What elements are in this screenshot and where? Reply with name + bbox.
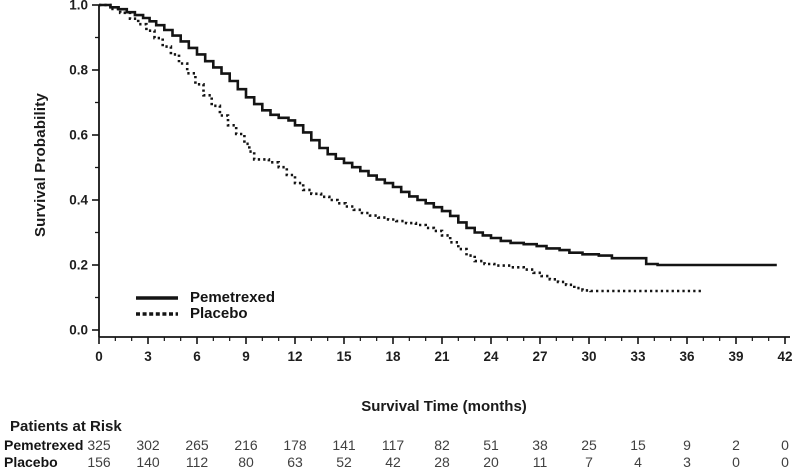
risk-value-pemetrexed-15: 141 [332,437,356,453]
solid-line-icon [136,296,178,300]
risk-value-pemetrexed-3: 302 [136,437,160,453]
risk-value-placebo-12: 63 [287,454,303,470]
x-tick-label: 12 [287,349,302,364]
risk-value-placebo-33: 4 [634,454,642,470]
risk-value-pemetrexed-42: 0 [781,437,789,453]
x-tick-label: 15 [336,349,352,364]
y-tick-label: 0.2 [69,258,88,273]
risk-value-placebo-3: 140 [136,454,160,470]
risk-value-placebo-15: 52 [336,454,352,470]
risk-value-placebo-9: 80 [238,454,254,470]
dotted-line-icon [136,312,178,316]
risk-value-placebo-0: 156 [87,454,111,470]
x-tick-label: 39 [728,349,743,364]
legend-entry-placebo: Placebo [135,306,275,322]
x-tick-label: 42 [777,349,792,364]
risk-value-placebo-6: 112 [185,454,209,470]
risk-value-pemetrexed-39: 2 [732,437,740,453]
x-tick-label: 27 [532,349,547,364]
risk-row-label-pemetrexed: Pemetrexed [4,437,84,453]
x-tick-label: 18 [385,349,401,364]
risk-value-pemetrexed-24: 51 [483,437,499,453]
legend-label-placebo: Placebo [190,305,248,322]
x-tick-label: 3 [144,349,152,364]
risk-value-pemetrexed-6: 265 [185,437,209,453]
risk-value-pemetrexed-36: 9 [683,437,691,453]
y-axis-title: Survival Probability [32,92,49,238]
risk-value-placebo-30: 7 [585,454,593,470]
risk-value-placebo-27: 11 [532,454,548,470]
risk-value-placebo-24: 20 [483,454,499,470]
risk-value-placebo-18: 42 [385,454,401,470]
risk-value-placebo-36: 3 [683,454,691,470]
risk-value-pemetrexed-9: 216 [234,437,258,453]
survival-chart-plot: 0.00.20.40.60.81.00 3 6 9 12 15 18 21 24 27 30 33 36… [69,0,792,364]
risk-value-placebo-39: 0 [732,454,740,470]
y-tick-label: 0.6 [69,128,88,143]
risk-value-placebo-42: 0 [781,454,789,470]
x-tick-label: 9 [242,349,250,364]
y-tick-label: 0.0 [69,323,88,338]
y-tick-label: 1.0 [69,0,88,13]
x-tick-label: 33 [630,349,646,364]
x-axis-title: Survival Time (months) [361,398,527,415]
risk-value-pemetrexed-30: 25 [581,437,597,453]
risk-value-pemetrexed-21: 82 [434,437,450,453]
legend-label-pemetrexed: Pemetrexed [190,289,276,306]
x-tick-label: 36 [679,349,695,364]
x-tick-label: 0 [95,349,103,364]
patients-at-risk-title: Patients at Risk [10,418,122,435]
placebo-curve [99,3,704,293]
pemetrexed-curve [99,3,777,267]
chart-legend: Pemetrexed Placebo [135,290,275,322]
y-tick-label: 0.8 [69,63,88,78]
risk-value-pemetrexed-33: 15 [630,437,646,453]
risk-value-pemetrexed-0: 325 [87,437,111,453]
risk-value-pemetrexed-18: 117 [381,437,405,453]
x-tick-label: 6 [193,349,201,364]
risk-value-pemetrexed-27: 38 [532,437,548,453]
risk-row-label-placebo: Placebo [4,454,58,470]
x-tick-label: 30 [581,349,596,364]
x-tick-label: 21 [434,349,450,364]
y-tick-label: 0.4 [69,193,88,208]
x-tick-label: 24 [483,349,499,364]
risk-value-pemetrexed-12: 178 [283,437,307,453]
legend-entry-pemetrexed: Pemetrexed [135,290,275,306]
risk-value-placebo-21: 28 [434,454,450,470]
